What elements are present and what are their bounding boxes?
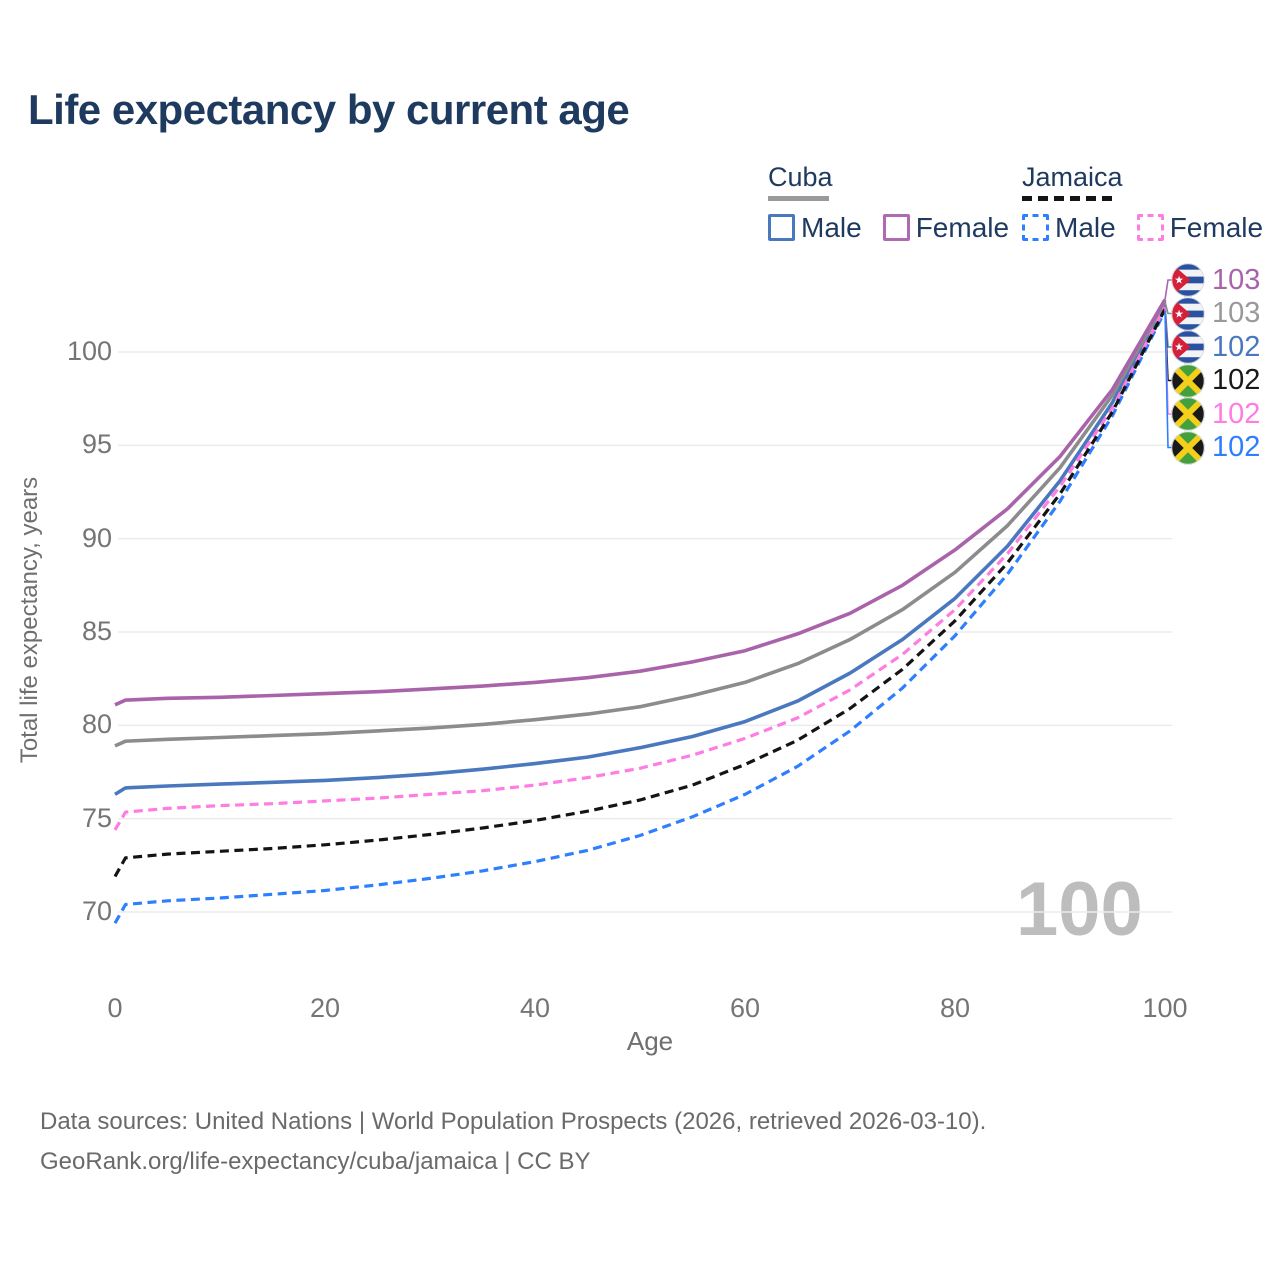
legend-swatch-cuba-male <box>768 214 795 241</box>
legend-label-cuba-male: Male <box>801 211 862 243</box>
x-tick-40: 40 <box>519 993 551 1023</box>
legend-item-cuba-female[interactable]: Female <box>882 211 1010 244</box>
end-value-cuba-male: 102 <box>1212 330 1261 363</box>
x-tick-80: 80 <box>939 993 971 1023</box>
legend-item-jamaica-female[interactable]: Female <box>1136 211 1264 244</box>
y-tick-90: 90 <box>81 522 112 553</box>
end-label-cuba-total[interactable]: 103 <box>1171 296 1261 331</box>
end-value-jamaica-male: 102 <box>1212 431 1261 463</box>
y-tick-70: 70 <box>81 896 112 926</box>
legend-cuba-title: Cuba <box>768 162 833 192</box>
end-label-jamaica-total[interactable]: 102 <box>1171 363 1261 398</box>
end-label-cuba-male[interactable]: 102 <box>1171 330 1260 364</box>
jamaica-flag-icon <box>1171 430 1205 465</box>
legend-jamaica-underline <box>1022 196 1112 201</box>
end-label-jamaica-female[interactable]: 102 <box>1171 397 1260 431</box>
y-tick-80: 80 <box>81 709 112 740</box>
series-lines <box>113 298 1167 924</box>
legend-item-jamaica-male[interactable]: Male <box>1022 212 1116 244</box>
legend-label-jamaica-male: Male <box>1055 211 1116 243</box>
x-tick-20: 20 <box>309 993 341 1023</box>
jamaica-flag-icon <box>1171 363 1205 398</box>
series-cuba-female-line[interactable] <box>114 298 1167 707</box>
cuba-flag-icon <box>1171 296 1205 331</box>
age-watermark: 100 <box>1016 867 1143 952</box>
series-cuba-total-line[interactable] <box>114 300 1167 748</box>
footer-data-sources: Data sources: United Nations | World Pop… <box>40 1108 987 1135</box>
legend-jamaica-title: Jamaica <box>1022 162 1123 192</box>
legend-label-cuba-female: Female <box>915 211 1010 243</box>
y-tick-75: 75 <box>81 802 112 833</box>
leader-cuba-female <box>1164 279 1173 300</box>
series-jamaica-female-line[interactable] <box>113 306 1167 831</box>
legend-group-cuba: Cuba Male Female <box>768 162 1009 244</box>
legend-item-cuba-male[interactable]: Male <box>768 212 862 244</box>
end-value-jamaica-total: 102 <box>1212 364 1261 396</box>
y-tick-100: 100 <box>66 336 112 366</box>
y-tick-95: 95 <box>81 429 112 460</box>
cuba-flag-icon <box>1171 263 1205 297</box>
end-value-cuba-female: 103 <box>1212 263 1261 296</box>
series-cuba-male-line[interactable] <box>114 304 1167 796</box>
cuba-flag-icon <box>1171 330 1205 364</box>
x-axis-title: Age <box>626 1026 674 1056</box>
legend-swatch-jamaica-female <box>1136 214 1164 241</box>
y-tick-85: 85 <box>81 616 112 646</box>
leader-cuba-total <box>1164 301 1173 315</box>
x-tick-100: 100 <box>1142 993 1188 1023</box>
end-label-cuba-female[interactable]: 103 <box>1171 263 1260 297</box>
gridlines <box>118 351 1172 913</box>
leader-lines <box>1164 279 1173 449</box>
leader-jamaica-male <box>1164 310 1173 449</box>
legend-swatch-cuba-female <box>882 214 910 241</box>
legend-swatch-jamaica-male <box>1022 214 1049 241</box>
jamaica-flag-icon <box>1171 397 1205 431</box>
series-jamaica-male-line[interactable] <box>113 310 1167 924</box>
legend-cuba-underline <box>768 196 829 201</box>
end-label-jamaica-male[interactable]: 102 <box>1171 430 1261 465</box>
x-tick-60: 60 <box>729 993 761 1023</box>
x-tick-0: 0 <box>107 993 123 1023</box>
legend-label-jamaica-female: Female <box>1169 211 1264 243</box>
series-jamaica-total-line[interactable] <box>113 308 1167 878</box>
end-value-cuba-total: 103 <box>1212 297 1261 329</box>
y-axis-title: Total life expectancy, years <box>16 476 43 764</box>
end-value-jamaica-female: 102 <box>1212 397 1261 430</box>
chart-title: Life expectancy by current age <box>28 86 630 133</box>
legend-group-jamaica: Jamaica Male Female <box>1022 162 1263 244</box>
footer-attribution[interactable]: GeoRank.org/life-expectancy/cuba/jamaica… <box>40 1148 591 1175</box>
